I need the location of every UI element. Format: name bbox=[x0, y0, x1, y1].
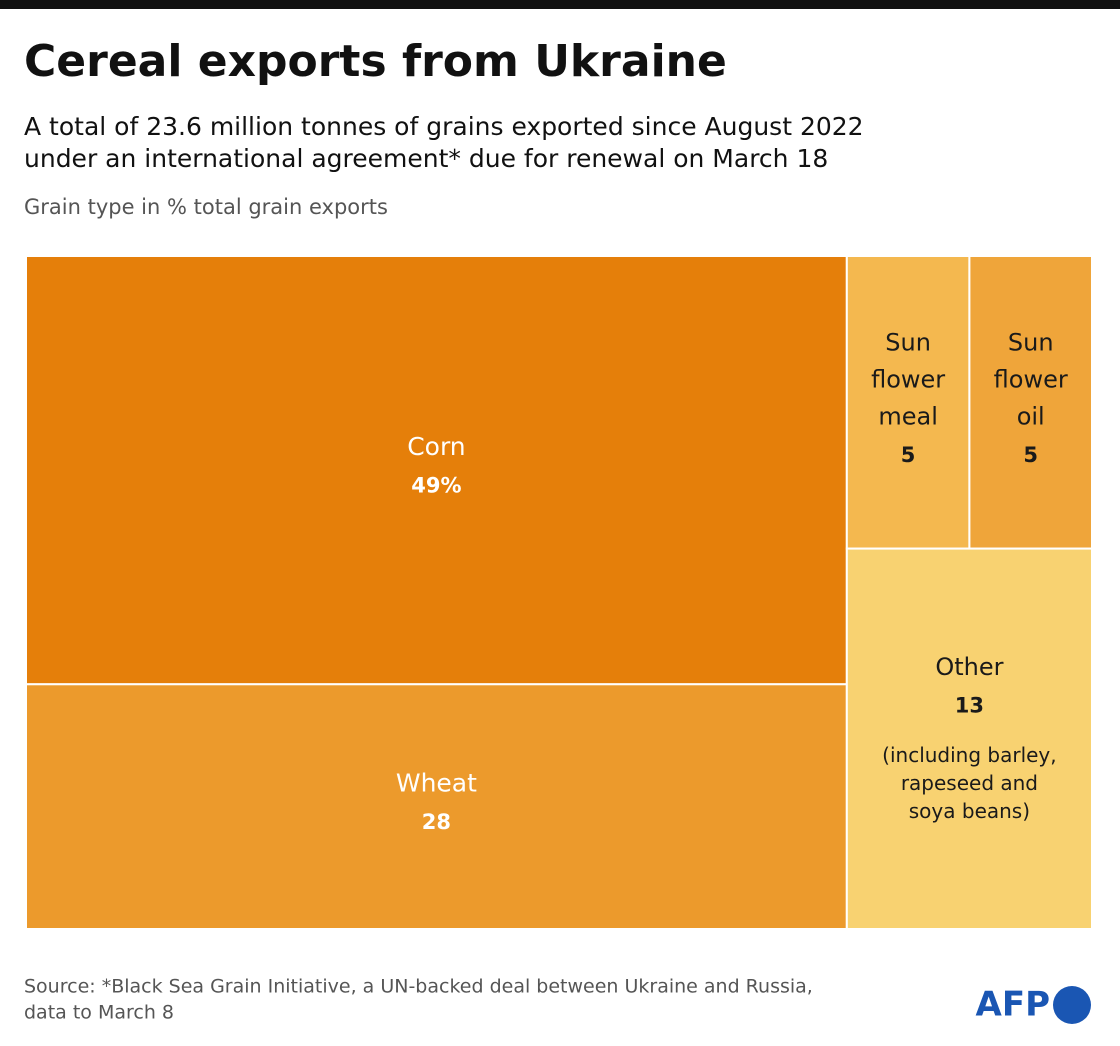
category-label: Corn bbox=[407, 432, 465, 461]
category-label: Wheat bbox=[396, 769, 477, 798]
treemap-cell bbox=[25, 255, 848, 686]
value-label: 13 bbox=[955, 693, 984, 717]
value-label: 49% bbox=[411, 474, 461, 498]
source: data to March 8 bbox=[24, 1002, 174, 1024]
annotation: (including barley, bbox=[882, 743, 1056, 767]
treemap-cell bbox=[968, 255, 1093, 550]
annotation: rapeseed and bbox=[901, 771, 1038, 795]
value-label: 5 bbox=[1023, 443, 1038, 467]
logo: AFP bbox=[976, 985, 1050, 1025]
subtitle: A total of 23.6 million tonnes of grains… bbox=[24, 112, 864, 141]
treemap-cell bbox=[845, 547, 1093, 930]
category-label: Other bbox=[935, 653, 1003, 681]
category-label: Sun flower oil bbox=[994, 328, 1068, 430]
logo-dot bbox=[1053, 986, 1091, 1024]
caption: Grain type in % total grain exports bbox=[24, 195, 388, 219]
value-label: 5 bbox=[901, 443, 916, 467]
chart-title: Cereal exports from Ukraine bbox=[24, 36, 727, 87]
annotation: soya beans) bbox=[909, 799, 1030, 823]
value-label: 28 bbox=[422, 810, 451, 834]
top-bar bbox=[0, 0, 1120, 9]
subtitle: under an international agreement* due fo… bbox=[24, 144, 828, 173]
source: Source: *Black Sea Grain Initiative, a U… bbox=[24, 976, 813, 998]
treemap-cell bbox=[845, 255, 971, 550]
treemap-cell bbox=[25, 683, 848, 930]
category-label: Sun flower meal bbox=[871, 328, 945, 430]
